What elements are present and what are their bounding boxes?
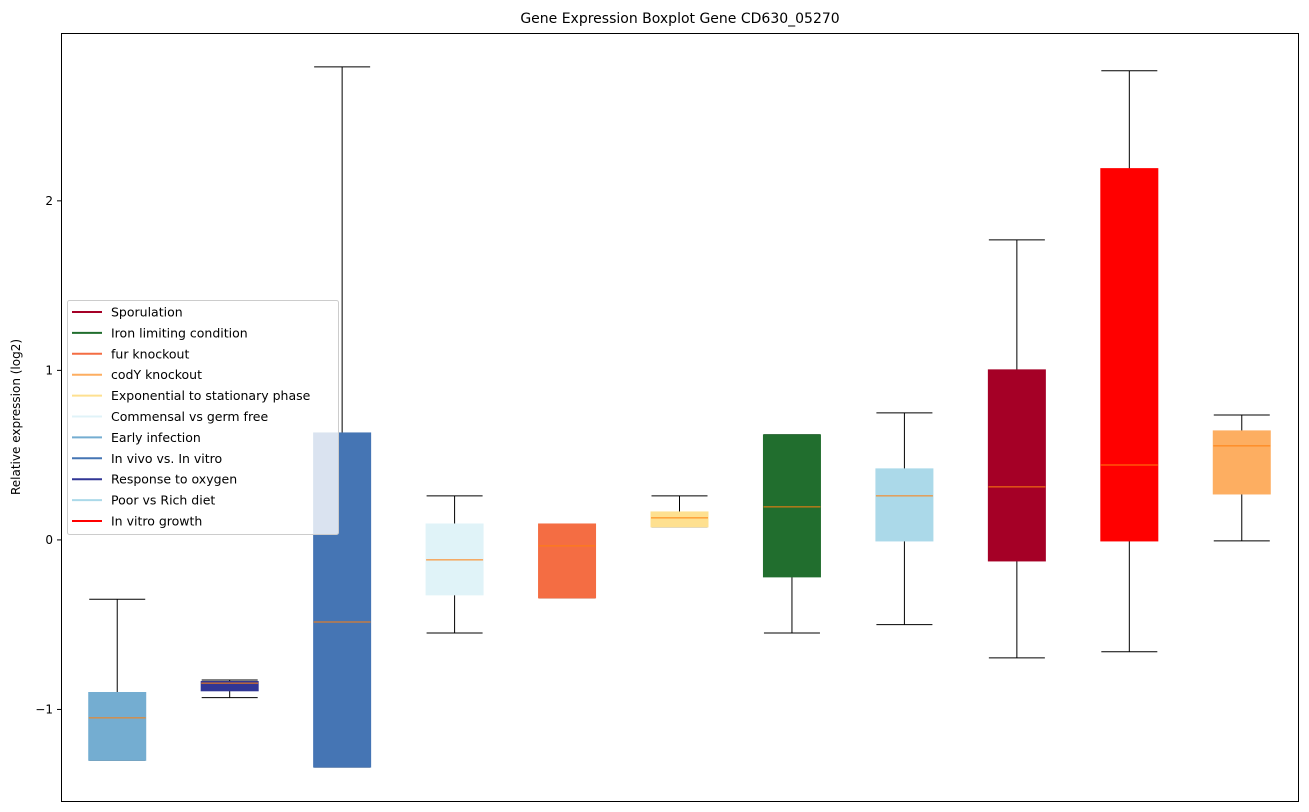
- box-group: [650, 495, 709, 528]
- box-group: [875, 412, 934, 626]
- legend-entry: In vivo vs. In vitro: [72, 451, 222, 466]
- box: [762, 434, 821, 578]
- legend-label: Commensal vs germ free: [111, 409, 268, 424]
- box-group: [1212, 414, 1271, 542]
- box: [1212, 430, 1271, 495]
- legend-label: Exponential to stationary phase: [111, 388, 311, 403]
- legend-label: Iron limiting condition: [111, 325, 248, 340]
- legend-entry: codY knockout: [72, 367, 202, 382]
- legend-label: codY knockout: [111, 367, 202, 382]
- y-tick-label: 2: [45, 194, 53, 208]
- legend-label: In vivo vs. In vitro: [111, 451, 222, 466]
- legend-entry: In vitro growth: [72, 514, 202, 529]
- box: [875, 468, 934, 542]
- legend-label: In vitro growth: [111, 514, 202, 529]
- legend-entry: Response to oxygen: [72, 472, 237, 487]
- legend-entry: fur knockout: [72, 346, 189, 361]
- chart-title: Gene Expression Boxplot Gene CD630_05270: [520, 11, 839, 27]
- box: [88, 691, 147, 761]
- box-group: [1100, 70, 1159, 653]
- legend-label: Sporulation: [111, 305, 183, 320]
- y-tick-label: 1: [45, 363, 53, 377]
- box-group: [88, 598, 147, 761]
- box-group: [538, 523, 597, 599]
- y-tick-label: −1: [35, 702, 53, 716]
- box: [987, 369, 1046, 562]
- plot-frame: [61, 33, 1299, 802]
- legend-label: Response to oxygen: [111, 472, 237, 487]
- legend-entry: Exponential to stationary phase: [72, 388, 311, 403]
- box: [425, 523, 484, 596]
- box: [1100, 168, 1159, 542]
- legend-entry: Sporulation: [72, 305, 183, 320]
- legend-label: Early infection: [111, 430, 201, 445]
- box-group: [200, 679, 259, 699]
- legend-label: fur knockout: [111, 346, 189, 361]
- legend-entry: Commensal vs germ free: [72, 409, 268, 424]
- legend-frame: [67, 300, 339, 535]
- box-group: [762, 434, 821, 634]
- box: [538, 523, 597, 599]
- y-tick-label: 0: [45, 533, 53, 547]
- legend-entry: Early infection: [72, 430, 201, 445]
- legend-entry: Iron limiting condition: [72, 325, 248, 340]
- legend-label: Poor vs Rich diet: [111, 493, 215, 508]
- box-group: [987, 239, 1046, 659]
- y-axis-label: Relative expression (log2): [9, 339, 23, 495]
- legend-entry: Poor vs Rich diet: [72, 493, 215, 508]
- box: [200, 680, 259, 692]
- box: [650, 511, 709, 528]
- legend: Sporulation Iron limiting condition fur kn…: [67, 300, 339, 535]
- box-group: [425, 495, 484, 634]
